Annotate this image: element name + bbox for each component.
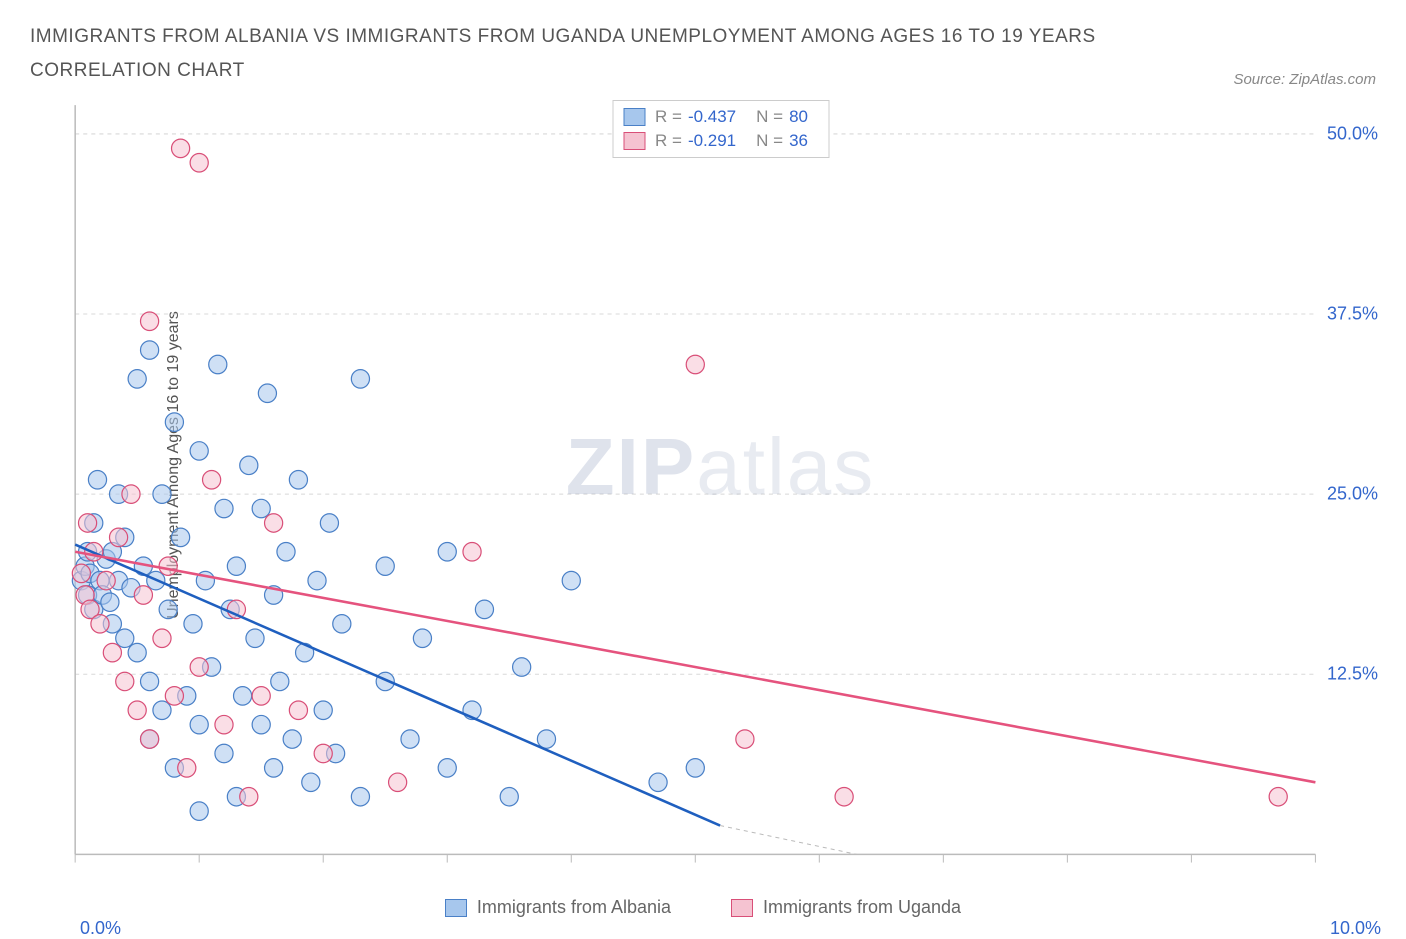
legend-label: Immigrants from Uganda [763, 897, 961, 918]
legend-swatch [731, 899, 753, 917]
legend-swatch [445, 899, 467, 917]
series-legend-item: Immigrants from Albania [445, 897, 671, 918]
legend-swatch [623, 132, 645, 150]
n-label: N = [756, 131, 783, 151]
source-label: Source: ZipAtlas.com [1233, 71, 1376, 88]
y-tick: 25.0% [1327, 484, 1378, 505]
n-value: 36 [789, 131, 808, 151]
legend-row: R = -0.291 N = 36 [623, 129, 818, 153]
y-tick: 12.5% [1327, 664, 1378, 685]
series-legend: Immigrants from Albania Immigrants from U… [0, 897, 1406, 918]
r-label: R = [655, 131, 682, 151]
y-axis-tick-labels: 12.5% 25.0% 37.5% 50.0% [1318, 100, 1378, 850]
legend-swatch [623, 108, 645, 126]
scatter-plot-svg [55, 100, 1386, 880]
correlation-legend: R = -0.437 N = 80 R = -0.291 N = 36 [612, 100, 829, 158]
r-label: R = [655, 107, 682, 127]
x-tick-min: 0.0% [80, 918, 121, 939]
x-tick-max: 10.0% [1330, 918, 1381, 939]
series-legend-item: Immigrants from Uganda [731, 897, 961, 918]
n-label: N = [756, 107, 783, 127]
legend-label: Immigrants from Albania [477, 897, 671, 918]
chart-title: IMMIGRANTS FROM ALBANIA VS IMMIGRANTS FR… [30, 20, 1130, 88]
y-tick: 37.5% [1327, 304, 1378, 325]
r-value: -0.437 [688, 107, 736, 127]
r-value: -0.291 [688, 131, 736, 151]
legend-row: R = -0.437 N = 80 [623, 105, 818, 129]
y-tick: 50.0% [1327, 123, 1378, 144]
n-value: 80 [789, 107, 808, 127]
chart-area: ZIPatlas R =-0.437N =80R =-0.291N =36 [55, 100, 1386, 880]
